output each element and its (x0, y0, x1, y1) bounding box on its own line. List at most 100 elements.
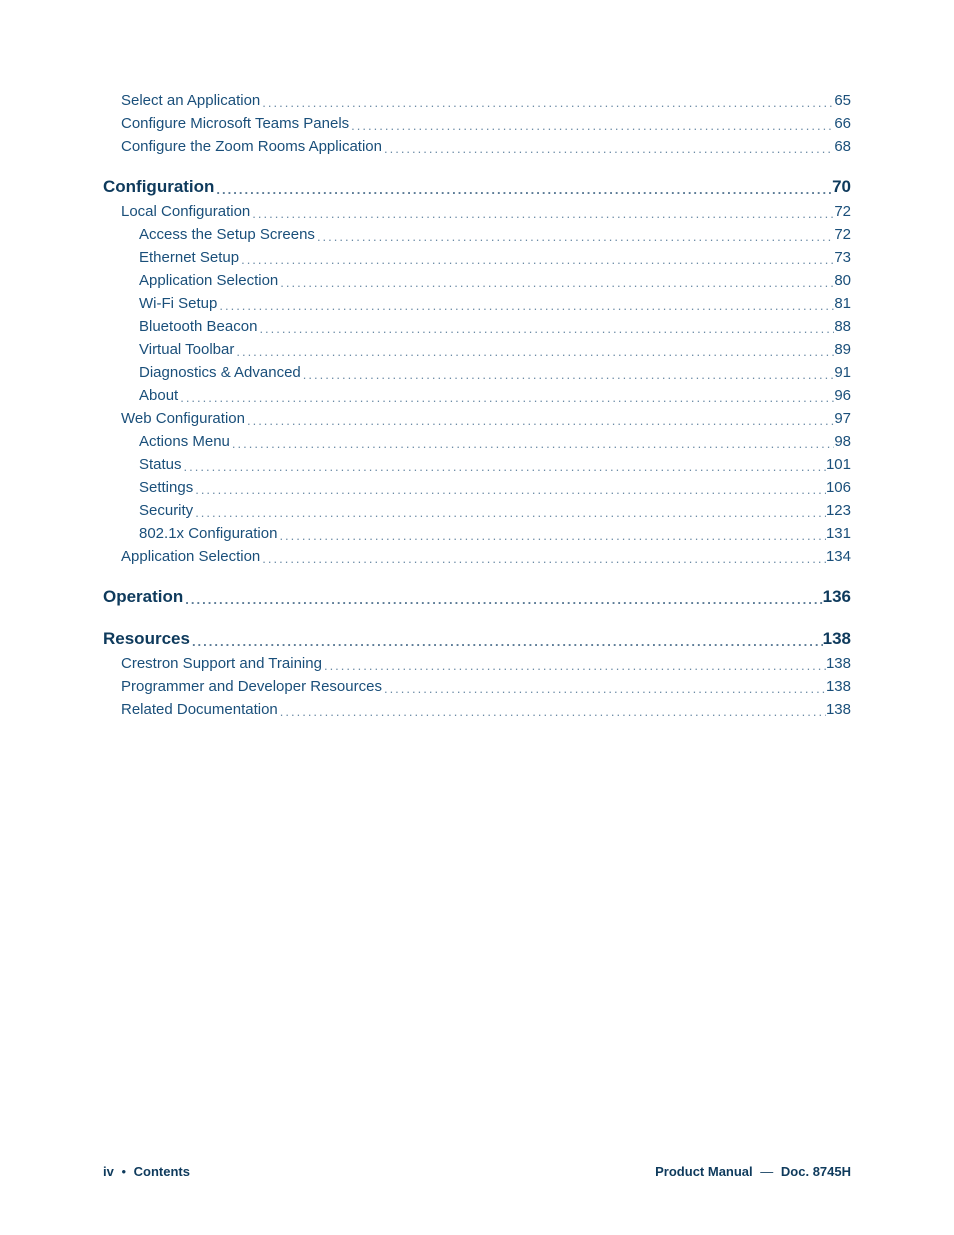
toc-entry-page: 73 (834, 249, 851, 266)
toc-heading[interactable]: Operation...............................… (103, 587, 851, 607)
toc-entry-title: 802.1x Configuration (139, 525, 277, 542)
toc-entry-page: 70 (832, 177, 851, 197)
toc-leader-dots: ........................................… (382, 141, 834, 155)
toc-entry-title: Configure the Zoom Rooms Application (121, 138, 382, 155)
toc-entry-page: 123 (826, 502, 851, 519)
toc-entry[interactable]: Access the Setup Screens................… (103, 226, 851, 243)
toc-entry[interactable]: Wi-Fi Setup.............................… (103, 295, 851, 312)
toc-entry-page: 106 (826, 479, 851, 496)
toc-entry-title: Configuration (103, 177, 214, 197)
toc-leader-dots: ........................................… (190, 634, 823, 649)
footer-left: iv • Contents (103, 1164, 190, 1179)
toc-entry-page: 138 (826, 655, 851, 672)
toc-entry-title: Security (139, 502, 193, 519)
toc-entry-title: Actions Menu (139, 433, 230, 450)
toc-entry-title: Virtual Toolbar (139, 341, 234, 358)
toc-leader-dots: ........................................… (277, 528, 826, 542)
toc-leader-dots: ........................................… (278, 275, 834, 289)
toc-entry-title: Application Selection (139, 272, 278, 289)
toc-entry[interactable]: Virtual Toolbar.........................… (103, 341, 851, 358)
toc-leader-dots: ........................................… (349, 118, 834, 132)
toc-heading[interactable]: Configuration...........................… (103, 177, 851, 197)
toc-entry-title: Configure Microsoft Teams Panels (121, 115, 349, 132)
toc-entry-page: 96 (834, 387, 851, 404)
toc-leader-dots: ........................................… (193, 505, 826, 519)
footer-page-roman: iv (103, 1164, 114, 1179)
toc-leader-dots: ........................................… (315, 229, 834, 243)
toc-entry-page: 134 (826, 548, 851, 565)
footer-section-label: Contents (134, 1164, 190, 1179)
toc-entry-title: Diagnostics & Advanced (139, 364, 301, 381)
toc-leader-dots: ........................................… (382, 681, 826, 695)
toc-entry[interactable]: Actions Menu............................… (103, 433, 851, 450)
toc-leader-dots: ........................................… (301, 367, 835, 381)
toc-entry-page: 136 (823, 587, 851, 607)
toc-entry[interactable]: 802.1x Configuration....................… (103, 525, 851, 542)
toc-entry-page: 81 (834, 295, 851, 312)
toc-entry-title: Bluetooth Beacon (139, 318, 257, 335)
toc-entry[interactable]: Programmer and Developer Resources......… (103, 678, 851, 695)
toc-entry-title: Operation (103, 587, 183, 607)
toc-entry[interactable]: Application Selection...................… (103, 548, 851, 565)
toc-entry[interactable]: Configure Microsoft Teams Panels........… (103, 115, 851, 132)
footer-separator-right: — (756, 1164, 777, 1179)
toc-entry[interactable]: Application Selection...................… (103, 272, 851, 289)
toc-leader-dots: ........................................… (239, 252, 834, 266)
toc-leader-dots: ........................................… (178, 390, 834, 404)
toc-entry-page: 101 (826, 456, 851, 473)
toc-entry-page: 65 (834, 92, 851, 109)
toc-entry[interactable]: Ethernet Setup..........................… (103, 249, 851, 266)
toc-entry-page: 138 (826, 701, 851, 718)
toc-entry-title: Status (139, 456, 182, 473)
toc-leader-dots: ........................................… (250, 206, 834, 220)
toc-leader-dots: ........................................… (182, 459, 826, 473)
toc-entry[interactable]: Related Documentation...................… (103, 701, 851, 718)
toc-leader-dots: ........................................… (193, 482, 826, 496)
toc-entry-title: Access the Setup Screens (139, 226, 315, 243)
footer-right: Product Manual — Doc. 8745H (655, 1164, 851, 1179)
toc-entry-title: Web Configuration (121, 410, 245, 427)
footer-separator-left: • (117, 1164, 130, 1179)
toc-leader-dots: ........................................… (230, 436, 834, 450)
toc-leader-dots: ........................................… (322, 658, 826, 672)
toc-entry-title: Crestron Support and Training (121, 655, 322, 672)
toc-leader-dots: ........................................… (234, 344, 834, 358)
toc-entry-title: Resources (103, 629, 190, 649)
toc-entry-page: 91 (834, 364, 851, 381)
toc-entry[interactable]: About...................................… (103, 387, 851, 404)
footer-manual-label: Product Manual (655, 1164, 753, 1179)
toc-entry-page: 88 (834, 318, 851, 335)
toc-entry-page: 138 (823, 629, 851, 649)
toc-entry-page: 72 (834, 203, 851, 220)
toc-entry[interactable]: Bluetooth Beacon........................… (103, 318, 851, 335)
toc-entry-title: Local Configuration (121, 203, 250, 220)
toc-entry[interactable]: Security................................… (103, 502, 851, 519)
toc-entry[interactable]: Configure the Zoom Rooms Application....… (103, 138, 851, 155)
toc-leader-dots: ........................................… (214, 182, 832, 197)
toc-entry[interactable]: Crestron Support and Training...........… (103, 655, 851, 672)
toc-entry-title: Related Documentation (121, 701, 278, 718)
toc-entry[interactable]: Select an Application...................… (103, 92, 851, 109)
toc-entry-page: 138 (826, 678, 851, 695)
toc-leader-dots: ........................................… (278, 704, 826, 718)
toc-entry-title: Ethernet Setup (139, 249, 239, 266)
toc-entry-page: 97 (834, 410, 851, 427)
toc-heading[interactable]: Resources...............................… (103, 629, 851, 649)
toc-entry-title: Programmer and Developer Resources (121, 678, 382, 695)
toc-leader-dots: ........................................… (257, 321, 834, 335)
toc-entry[interactable]: Local Configuration.....................… (103, 203, 851, 220)
toc-entry-page: 72 (834, 226, 851, 243)
toc-leader-dots: ........................................… (217, 298, 834, 312)
toc-leader-dots: ........................................… (260, 551, 826, 565)
page: Select an Application...................… (0, 0, 954, 1235)
toc-entry[interactable]: Diagnostics & Advanced..................… (103, 364, 851, 381)
footer-doc-number: Doc. 8745H (781, 1164, 851, 1179)
page-footer: iv • Contents Product Manual — Doc. 8745… (103, 1164, 851, 1179)
toc-entry-title: Select an Application (121, 92, 260, 109)
toc-entry[interactable]: Status..................................… (103, 456, 851, 473)
toc-entry[interactable]: Web Configuration.......................… (103, 410, 851, 427)
toc-entry[interactable]: Settings................................… (103, 479, 851, 496)
toc-entry-page: 98 (834, 433, 851, 450)
toc-entry-page: 89 (834, 341, 851, 358)
toc-entry-page: 131 (826, 525, 851, 542)
